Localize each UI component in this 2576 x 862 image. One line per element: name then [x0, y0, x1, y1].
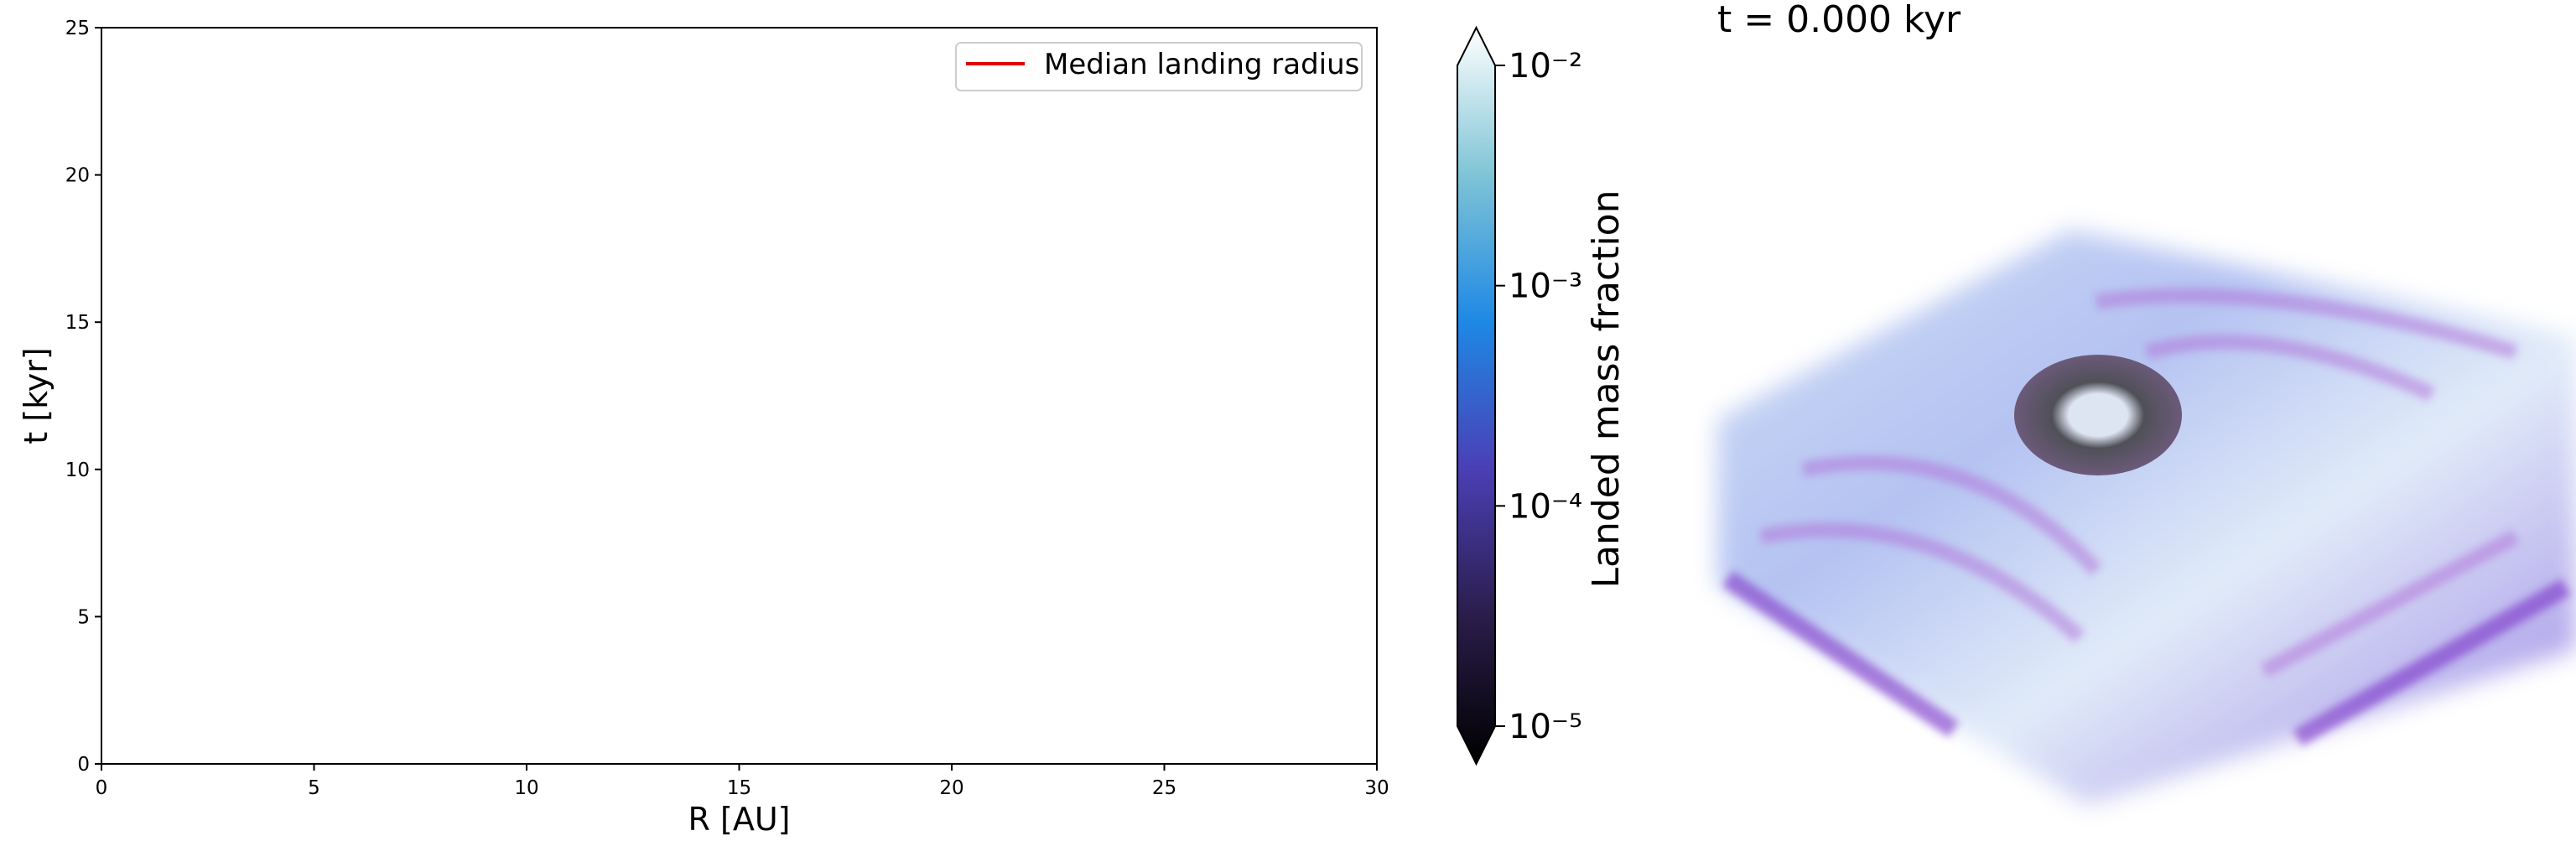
colorbar-tick-label: 10⁻³ — [1509, 267, 1582, 306]
x-tick-label: 25 — [1152, 777, 1176, 799]
x-tick-label: 20 — [939, 777, 963, 799]
colorbar-label: Landed mass fraction — [1585, 190, 1628, 589]
y-tick-label: 20 — [65, 165, 90, 187]
y-tick-label: 0 — [77, 754, 90, 776]
central-torus — [2014, 355, 2182, 475]
x-tick-label: 5 — [308, 777, 320, 799]
y-axis-label: t [kyr] — [18, 347, 55, 444]
y-tick-label: 10 — [65, 460, 90, 481]
render-title: t = 0.000 kyr — [1717, 0, 1961, 41]
x-tick-label: 30 — [1364, 777, 1389, 799]
legend-label: Median landing radius — [1044, 48, 1359, 81]
plot-frame — [101, 27, 1378, 765]
colorbar-body — [1457, 25, 1496, 766]
edge-band — [1722, 570, 2571, 746]
disk-slab — [1717, 230, 2576, 805]
y-tick-label: 5 — [77, 606, 90, 628]
y-tick-label: 25 — [65, 18, 90, 39]
render-scene: t = 0.000 kyr — [1717, 0, 2576, 805]
y-tick-label: 15 — [65, 312, 90, 334]
colorbar-tick-label: 10⁻² — [1509, 47, 1582, 86]
x-tick-label: 10 — [514, 777, 538, 799]
x-tick-label: 0 — [96, 777, 108, 799]
x-axis-label: R [AU] — [688, 801, 791, 838]
legend-box — [955, 42, 1363, 91]
colorbar-tick-label: 10⁻⁴ — [1509, 487, 1582, 526]
x-tick-label: 15 — [727, 777, 751, 799]
colorbar-tick-label: 10⁻⁵ — [1509, 708, 1582, 746]
flow-streaks — [1759, 288, 2520, 678]
